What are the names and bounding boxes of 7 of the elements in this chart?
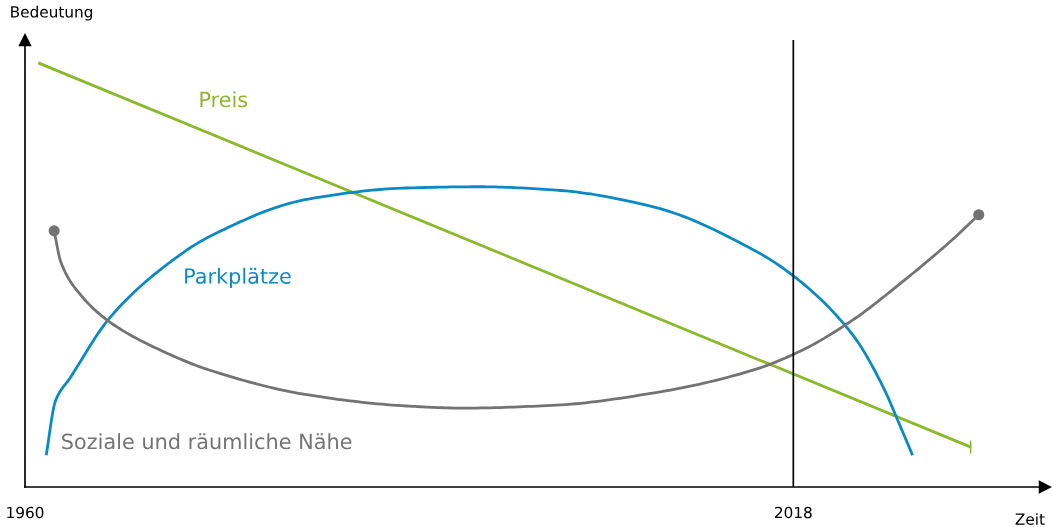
x-tick-label: 1960 [7, 506, 44, 519]
y-axis-title: Bedeutung [11, 5, 93, 21]
x-tick-label: 2018 [774, 506, 812, 519]
series-label: Parkplätze [185, 267, 291, 288]
series-label: Preis [200, 91, 248, 108]
x-axis-title: Zeit [1015, 513, 1045, 525]
series-label: Soziale und räumliche Nähe [62, 433, 352, 450]
